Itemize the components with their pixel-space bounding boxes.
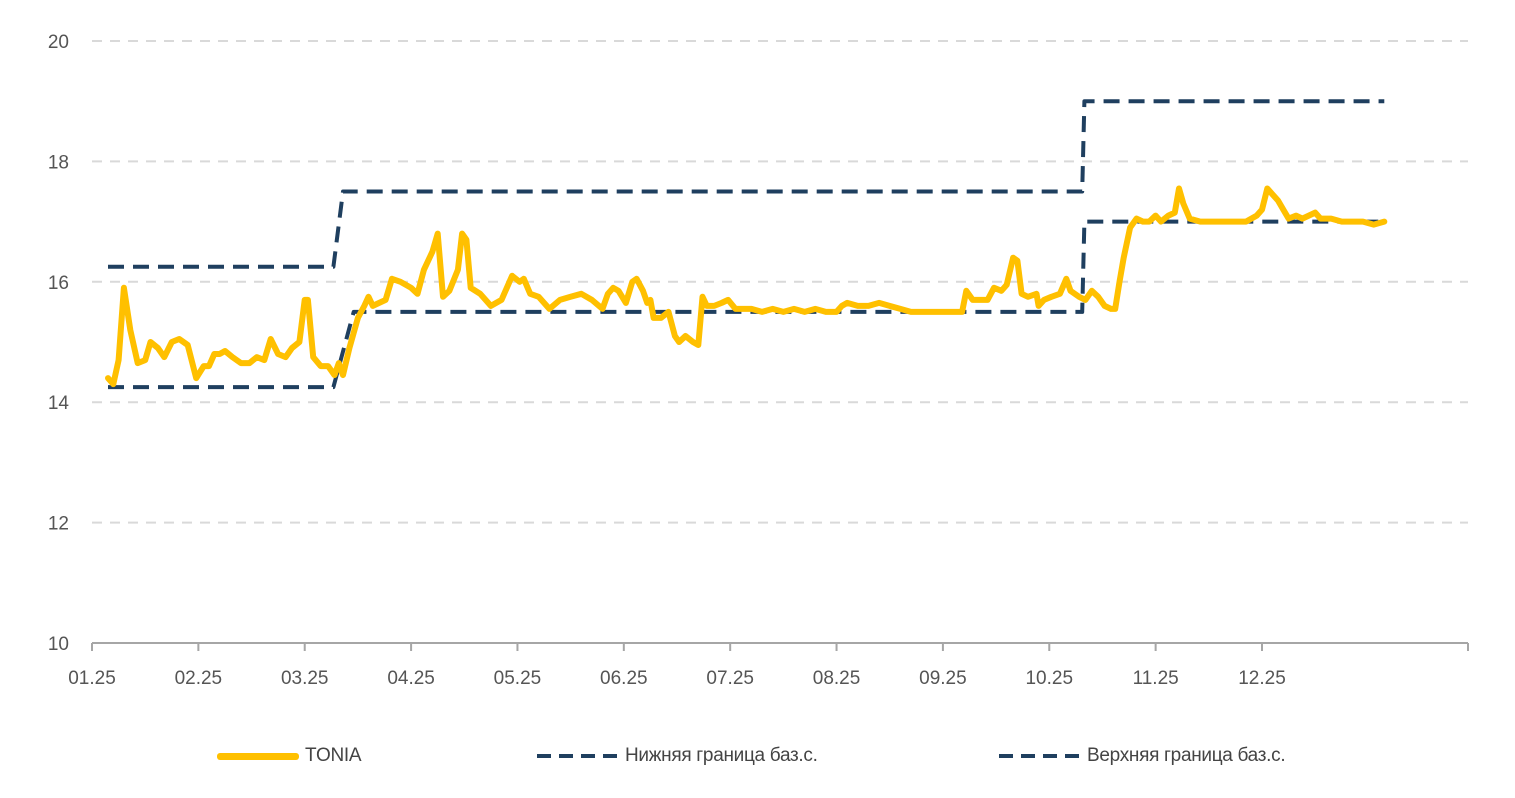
legend-label-lower: Нижняя граница баз.с. xyxy=(625,745,818,766)
legend-item-upper: Верхняя граница баз.с. xyxy=(997,736,1286,776)
x-tick-09.25: 09.25 xyxy=(919,668,967,689)
x-tick-12.25: 12.25 xyxy=(1238,668,1286,689)
x-tick-11.25: 11.25 xyxy=(1133,668,1179,689)
y-tick-20: 20 xyxy=(48,32,69,53)
legend-swatch-tonia xyxy=(217,752,299,760)
series-lines xyxy=(105,99,1388,390)
series-line-tonia xyxy=(105,185,1388,388)
legend-item-lower: Нижняя граница баз.с. xyxy=(535,736,818,776)
legend-label-upper: Верхняя граница баз.с. xyxy=(1087,745,1286,766)
x-tick-02.25: 02.25 xyxy=(175,668,223,689)
x-tick-05.25: 05.25 xyxy=(494,668,542,689)
legend-item-tonia: TONIA xyxy=(217,736,362,776)
x-tick-labels: 01.25 02.25 03.25 04.25 05.25 06.25 07.25 08.25… xyxy=(68,668,1286,689)
legend-swatch-upper xyxy=(999,754,1079,758)
y-tick-18: 18 xyxy=(48,152,69,173)
x-tick-07.25: 07.25 xyxy=(706,668,754,689)
series-line-upper-bound xyxy=(108,99,1385,269)
series-line-lower-bound xyxy=(108,219,1385,390)
gridlines xyxy=(92,40,1468,524)
legend-swatch-lower xyxy=(537,754,617,758)
legend-label-tonia: TONIA xyxy=(305,745,362,766)
x-tick-03.25: 03.25 xyxy=(281,668,329,689)
y-tick-labels: 10 12 14 16 18 20 xyxy=(48,32,70,655)
line-chart: 10 12 14 16 18 20 01.25 02.25 03.25 04.25 05.25 06… xyxy=(48,32,1469,689)
y-tick-12: 12 xyxy=(48,514,69,535)
y-tick-10: 10 xyxy=(48,634,69,655)
x-tick-04.25: 04.25 xyxy=(387,668,435,689)
x-tick-08.25: 08.25 xyxy=(813,668,861,689)
y-tick-14: 14 xyxy=(48,393,70,414)
x-tick-06.25: 06.25 xyxy=(600,668,648,689)
y-tick-16: 16 xyxy=(48,273,69,294)
legend: TONIA Нижняя граница баз.с. Верхняя гран… xyxy=(0,736,1515,776)
x-tick-10.25: 10.25 xyxy=(1025,668,1073,689)
axes xyxy=(91,642,1469,651)
x-tick-01.25: 01.25 xyxy=(68,668,116,689)
